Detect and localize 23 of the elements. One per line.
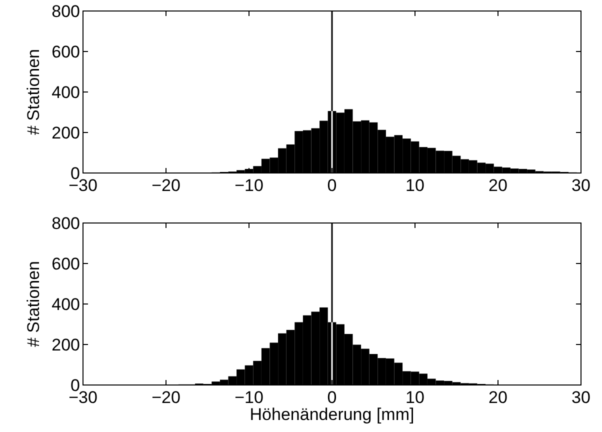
y-axis-title: # Stationen — [24, 260, 43, 348]
x-tick-label: 20 — [488, 176, 508, 195]
x-tick-label: 0 — [327, 176, 337, 195]
x-tick-label: −20 — [152, 176, 180, 195]
y-tick-label: 800 — [52, 214, 80, 233]
y-tick-label: 400 — [52, 83, 80, 102]
x-tick-label: 10 — [406, 388, 424, 407]
y-tick-label: 200 — [52, 336, 80, 354]
x-tick-label: −10 — [234, 388, 264, 407]
x-tick-label: 30 — [572, 176, 590, 195]
x-tick-label: 20 — [488, 388, 508, 407]
x-tick-label: 30 — [572, 388, 590, 407]
x-axis-title: Höhenänderung [mm] — [250, 405, 414, 424]
y-tick-label: 800 — [52, 2, 80, 21]
y-tick-label: 600 — [52, 42, 80, 62]
x-tick-label: −10 — [234, 176, 264, 195]
y-tick-label: 200 — [52, 124, 80, 142]
y-tick-label: 400 — [52, 295, 80, 314]
x-tick-label: −20 — [152, 388, 180, 407]
y-axis-title: # Stationen — [24, 48, 43, 136]
y-tick-label: 600 — [52, 254, 80, 274]
x-tick-label: 0 — [327, 388, 337, 407]
x-tick-label: 10 — [406, 176, 424, 195]
